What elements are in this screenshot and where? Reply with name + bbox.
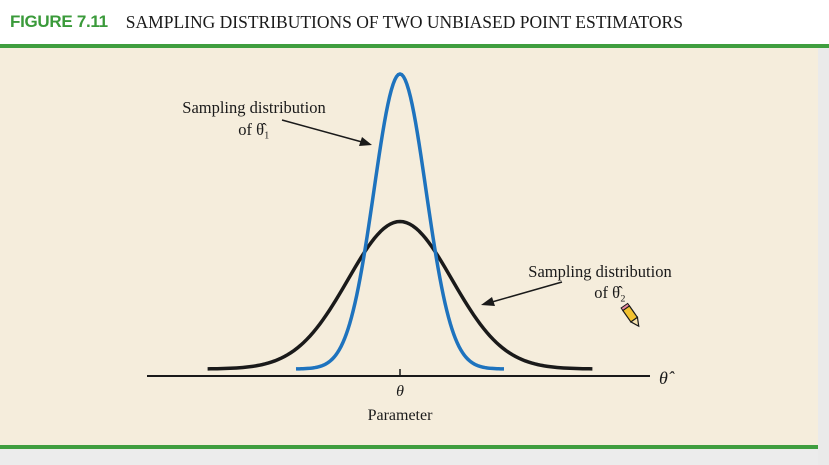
lower-margin: [0, 449, 818, 465]
theta1-arrowhead: [359, 137, 372, 146]
parameter-tick-label: θ: [396, 383, 404, 400]
header-rule: [0, 44, 829, 48]
theta2-label-line1: Sampling distribution: [528, 262, 671, 281]
theta2-arrowhead: [481, 297, 495, 306]
theta1-label-line1: Sampling distribution: [182, 98, 325, 117]
x-axis-symbol: θ̂: [659, 368, 675, 388]
theta1-label-line2: of θ̂₁: [238, 120, 270, 139]
pencil-cursor-icon: [620, 302, 640, 328]
theta2-label-arrow: [491, 281, 563, 303]
theta2-label-line2: of θ̂₂: [594, 283, 626, 302]
figure-number: FIGURE 7.11: [10, 12, 108, 31]
side-strip: [818, 48, 829, 465]
chart-panel: [0, 48, 818, 445]
theta1-distribution-curve: [295, 72, 505, 371]
parameter-caption: Parameter: [368, 407, 434, 424]
figure-header: FIGURE 7.11 SAMPLING DISTRIBUTIONS OF TW…: [0, 0, 829, 44]
theta2-distribution-curve: [207, 219, 593, 371]
theta1-label-arrow: [281, 119, 363, 143]
figure-title: SAMPLING DISTRIBUTIONS OF TWO UNBIASED P…: [125, 11, 683, 32]
footer-rule: [0, 445, 818, 449]
